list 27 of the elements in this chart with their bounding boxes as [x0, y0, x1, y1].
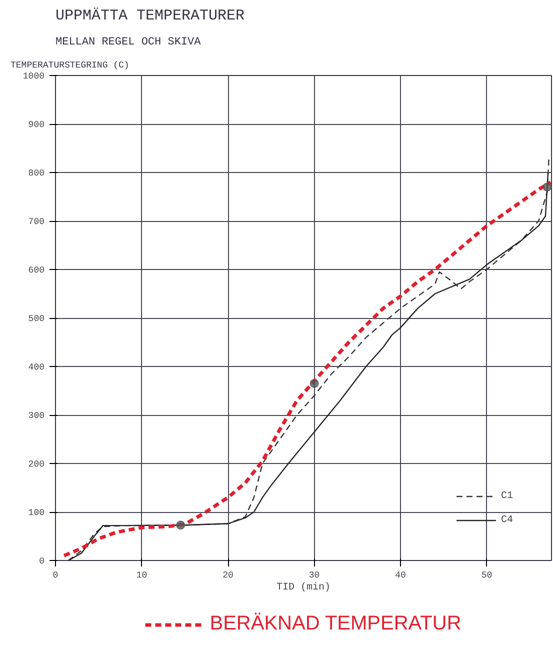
y-tick-label: 400: [28, 362, 44, 372]
y-tick-label: 200: [28, 460, 44, 470]
x-tick-label: 20: [222, 570, 234, 580]
legend-label: C1: [501, 490, 514, 502]
y-tick-label: 0: [39, 556, 45, 566]
point: [176, 520, 186, 530]
y-tick-label: 900: [28, 120, 44, 130]
y-tick-label: 800: [28, 168, 44, 178]
legend-label: BERÄKNAD TEMPERATUR: [210, 612, 462, 636]
y-tick-label: 100: [28, 508, 44, 518]
y-tick-label: 1000: [22, 72, 45, 82]
x-tick-label: 30: [308, 570, 320, 580]
y-tick-label: 600: [28, 266, 44, 276]
x-tick-label: 50: [481, 570, 492, 580]
y-axis-title: TEMPERATURSTEGRING (C): [10, 60, 130, 70]
chart-subtitle: MELLAN REGEL OCH SKIVA: [56, 36, 202, 48]
x-tick-label: 0: [52, 570, 58, 580]
y-tick-label: 700: [28, 217, 44, 227]
legend-label: C4: [501, 514, 514, 526]
point: [542, 182, 552, 192]
x-tick-label: 40: [395, 570, 406, 580]
x-axis-title: TID (min): [276, 582, 331, 594]
point: [310, 378, 319, 388]
x-tick-label: 10: [136, 570, 148, 580]
y-tick-label: 300: [28, 411, 44, 421]
y-tick-label: 500: [28, 314, 44, 324]
chart-title: UPPMÄTTA TEMPERATURER: [56, 8, 245, 24]
